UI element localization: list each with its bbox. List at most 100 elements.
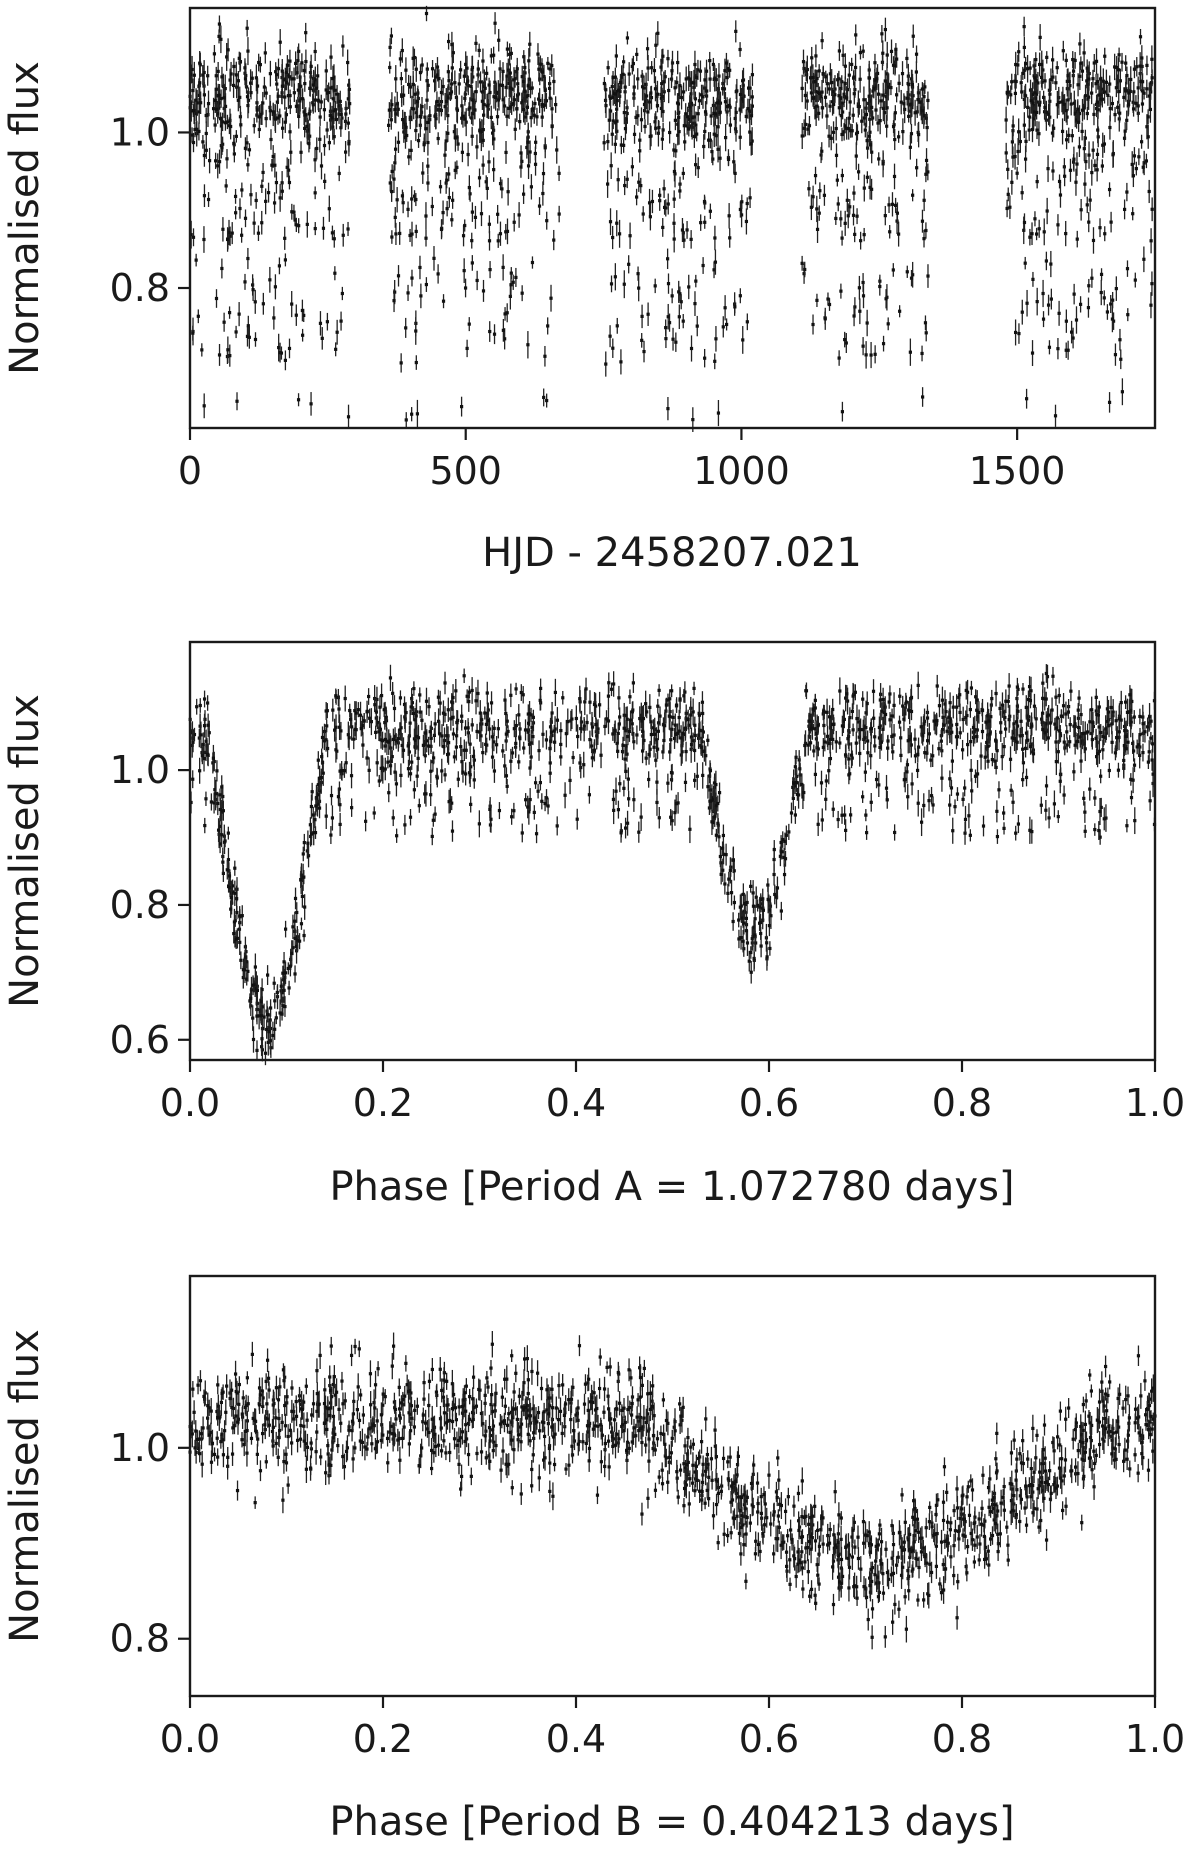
marker bbox=[508, 86, 512, 90]
marker bbox=[701, 95, 705, 99]
marker bbox=[692, 115, 696, 119]
marker bbox=[845, 198, 849, 202]
data-point bbox=[613, 263, 617, 291]
marker bbox=[281, 126, 285, 130]
data-point bbox=[1077, 136, 1082, 158]
marker bbox=[481, 128, 485, 132]
data-point bbox=[1119, 349, 1123, 370]
marker bbox=[401, 201, 405, 205]
data-point bbox=[202, 393, 206, 419]
marker bbox=[891, 63, 896, 67]
data-point bbox=[695, 315, 699, 337]
data-point bbox=[195, 121, 199, 137]
data-point bbox=[542, 388, 546, 407]
marker bbox=[677, 115, 681, 119]
data-point bbox=[348, 92, 352, 115]
marker bbox=[243, 77, 248, 81]
data-point bbox=[278, 183, 282, 212]
marker bbox=[1024, 397, 1029, 401]
marker bbox=[840, 410, 845, 414]
marker bbox=[713, 112, 718, 116]
data-point bbox=[273, 152, 277, 178]
marker bbox=[327, 141, 331, 145]
marker bbox=[677, 315, 681, 319]
data-point bbox=[221, 217, 225, 242]
data-point bbox=[464, 51, 468, 78]
data-point bbox=[637, 172, 641, 192]
data-points bbox=[188, 5, 1154, 433]
data-point bbox=[840, 230, 844, 246]
marker bbox=[410, 197, 414, 201]
marker bbox=[322, 108, 327, 112]
marker bbox=[733, 305, 737, 309]
marker bbox=[1051, 169, 1055, 173]
marker bbox=[1016, 149, 1020, 154]
marker bbox=[311, 103, 315, 107]
data-point bbox=[836, 196, 840, 212]
marker bbox=[843, 338, 847, 342]
marker bbox=[1077, 145, 1082, 149]
marker bbox=[832, 102, 836, 107]
data-point bbox=[1046, 155, 1050, 183]
marker bbox=[297, 114, 301, 119]
data-point bbox=[481, 155, 485, 175]
data-point bbox=[202, 226, 206, 253]
data-point bbox=[206, 65, 210, 86]
marker bbox=[455, 135, 459, 139]
data-point bbox=[278, 108, 282, 124]
data-point bbox=[505, 218, 510, 245]
data-point bbox=[897, 130, 901, 143]
marker bbox=[661, 225, 665, 230]
marker bbox=[264, 91, 268, 95]
data-point bbox=[854, 24, 858, 46]
data-point bbox=[477, 43, 481, 58]
marker bbox=[645, 94, 649, 98]
data-point bbox=[393, 207, 397, 228]
marker bbox=[396, 140, 401, 144]
marker bbox=[404, 326, 408, 330]
marker bbox=[886, 85, 890, 89]
marker bbox=[509, 105, 513, 109]
data-point bbox=[619, 349, 623, 375]
marker bbox=[519, 165, 523, 169]
marker bbox=[881, 93, 885, 97]
data-point bbox=[297, 218, 301, 234]
data-point bbox=[852, 185, 856, 201]
data-point bbox=[738, 124, 742, 150]
marker bbox=[811, 322, 815, 327]
data-point bbox=[424, 277, 428, 292]
data-point bbox=[522, 50, 526, 64]
data-point bbox=[214, 82, 218, 96]
marker bbox=[246, 256, 250, 261]
data-point bbox=[288, 49, 292, 73]
marker bbox=[444, 99, 448, 104]
data-point bbox=[507, 97, 511, 119]
marker bbox=[1064, 319, 1068, 323]
data-point bbox=[258, 56, 262, 73]
marker bbox=[232, 152, 236, 156]
data-point bbox=[216, 103, 220, 124]
marker bbox=[247, 335, 251, 339]
marker bbox=[682, 124, 686, 128]
marker bbox=[426, 181, 430, 185]
marker bbox=[505, 74, 509, 78]
marker bbox=[280, 84, 285, 88]
data-point bbox=[305, 211, 309, 238]
marker bbox=[650, 66, 654, 70]
marker bbox=[194, 258, 198, 262]
marker bbox=[300, 61, 304, 65]
marker bbox=[340, 291, 344, 296]
marker bbox=[748, 86, 752, 90]
marker bbox=[837, 94, 841, 98]
marker bbox=[645, 47, 650, 51]
marker bbox=[298, 75, 302, 79]
marker bbox=[746, 107, 750, 111]
marker bbox=[862, 98, 866, 102]
marker bbox=[214, 159, 218, 163]
marker bbox=[723, 306, 727, 310]
marker bbox=[460, 104, 464, 108]
data-point bbox=[840, 127, 844, 142]
data-point bbox=[496, 204, 500, 224]
marker bbox=[906, 96, 910, 100]
marker bbox=[890, 202, 895, 206]
